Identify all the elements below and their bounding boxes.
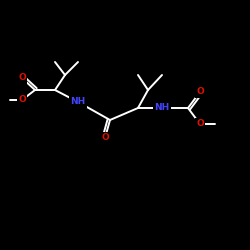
Text: NH: NH bbox=[70, 98, 86, 106]
Text: O: O bbox=[196, 120, 204, 128]
Text: NH: NH bbox=[154, 104, 170, 112]
Text: O: O bbox=[18, 96, 26, 104]
Text: O: O bbox=[18, 74, 26, 82]
Text: O: O bbox=[196, 88, 204, 96]
Text: O: O bbox=[101, 134, 109, 142]
